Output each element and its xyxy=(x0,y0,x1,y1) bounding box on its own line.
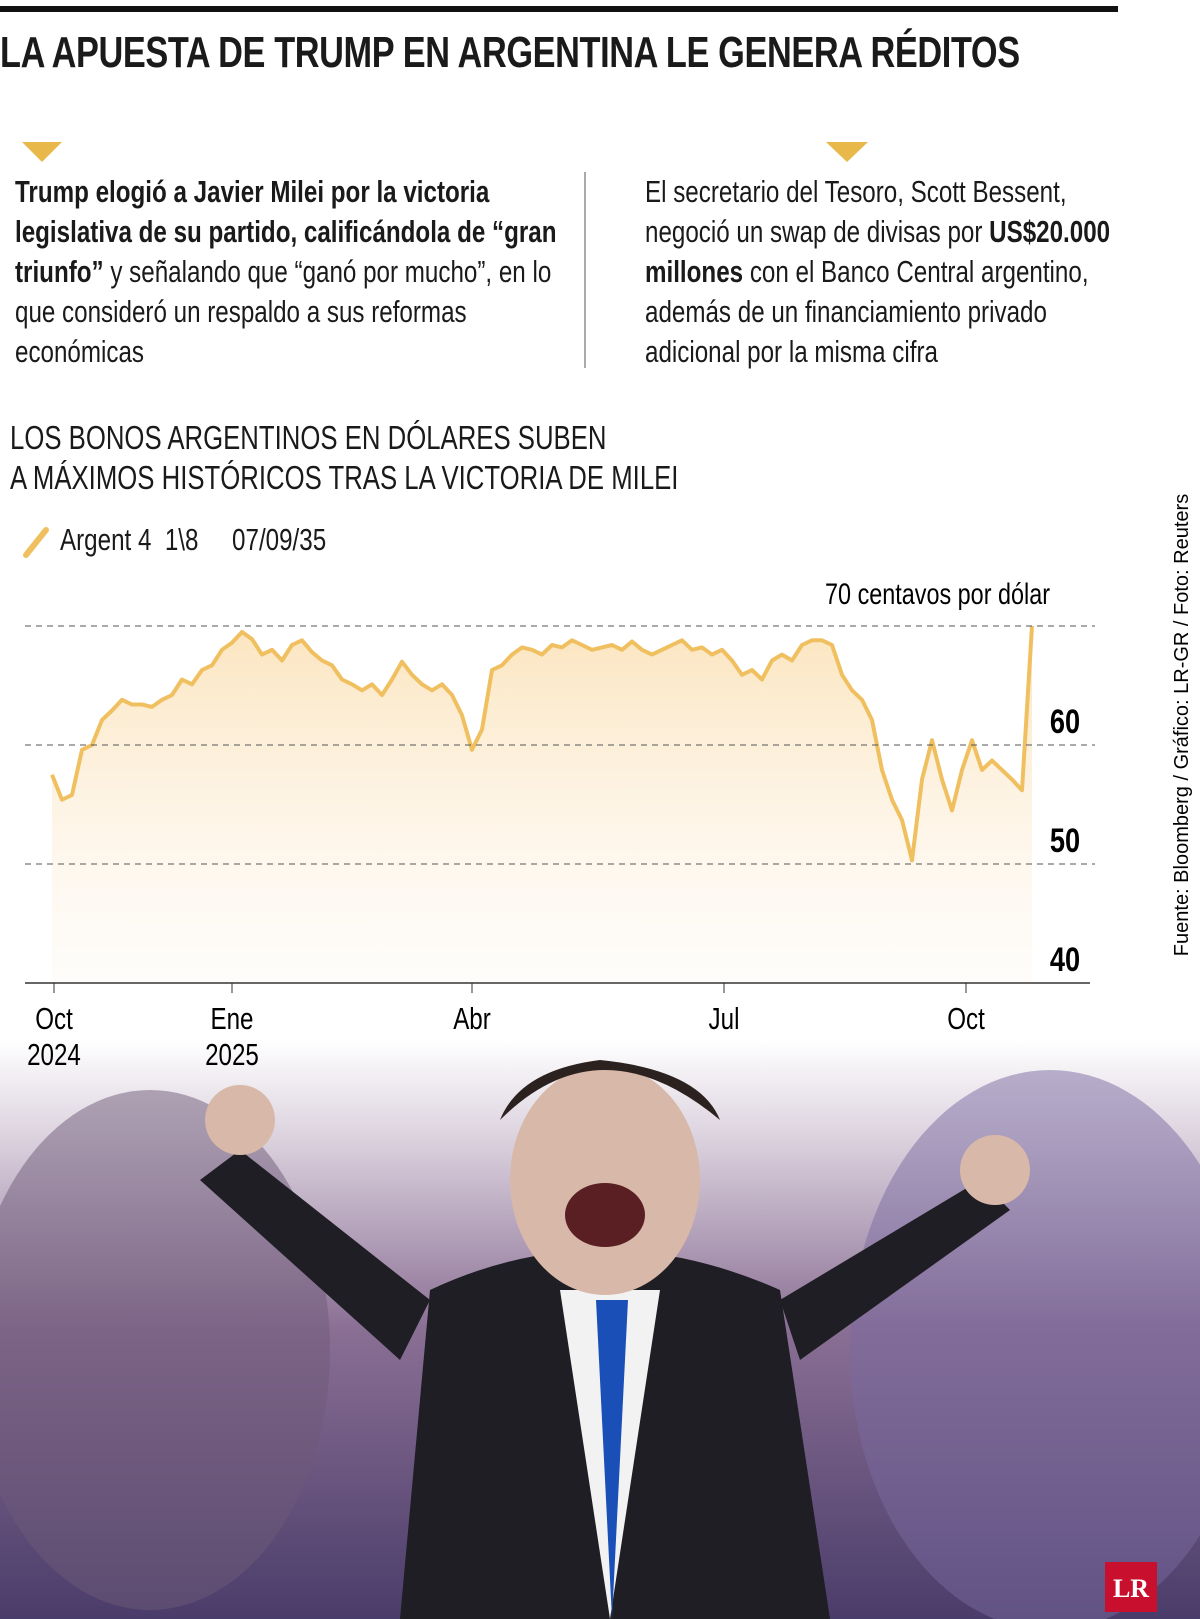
text-segment: US$20.000 millones xyxy=(645,214,1111,289)
area xyxy=(52,626,1032,983)
chart-title-line: LOS BONOS ARGENTINOS EN DÓLARES SUBEN xyxy=(10,419,607,456)
y-tick-label: 50 xyxy=(1050,821,1080,860)
y-tick-label: 40 xyxy=(1050,940,1080,979)
text-segment: El secretario del Tesoro, Scott Bessent,… xyxy=(645,174,1067,249)
x-tick-label: Oct 2024 xyxy=(27,1001,81,1072)
photo xyxy=(0,1040,1200,1619)
line xyxy=(50,625,1034,863)
right-text: El secretario del Tesoro, Scott Bessent,… xyxy=(645,172,1135,372)
chart-title: LOS BONOS ARGENTINOS EN DÓLARES SUBEN A M… xyxy=(10,418,678,498)
chart-title-line: A MÁXIMOS HISTÓRICOS TRAS LA VICTORIA DE… xyxy=(10,459,679,496)
x-tick-label: Ene 2025 xyxy=(205,1001,259,1072)
x-tick-label: Jul xyxy=(709,1001,740,1036)
text-segment: con el Banco Central argentino, además d… xyxy=(645,254,1089,369)
left-text: Trump elogió a Javier Milei por la victo… xyxy=(15,172,580,372)
annotation: 70 centavos por dólar xyxy=(825,577,1050,610)
text-segment: Trump elogió a Javier Milei por la victo… xyxy=(15,174,557,289)
legend-label: Argent 4 1\8 07/09/35 xyxy=(60,522,327,557)
x-tick-label: Abr xyxy=(453,1001,491,1036)
text-segment: y señalando que “ganó por mucho”, en lo … xyxy=(15,254,552,369)
logo: LR xyxy=(1113,1574,1149,1603)
source: Fuente: Bloomberg / Gráfico: LR-GR / Fot… xyxy=(1171,494,1193,956)
legend-swatch xyxy=(23,527,49,558)
marker xyxy=(826,142,868,162)
title: LA APUESTA DE TRUMP EN ARGENTINA LE GENE… xyxy=(0,28,1020,77)
y-tick-label: 60 xyxy=(1050,702,1080,741)
marker xyxy=(22,142,62,162)
x-tick-label: Oct xyxy=(947,1001,985,1036)
logo-box xyxy=(1105,1562,1157,1612)
